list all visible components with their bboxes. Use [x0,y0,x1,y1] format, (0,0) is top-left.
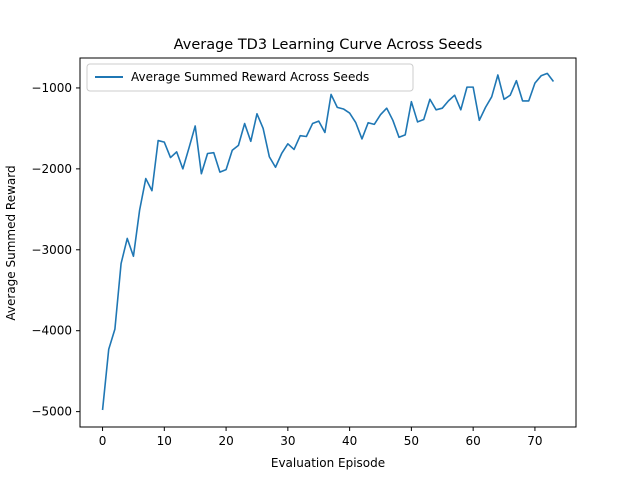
series-line [101,72,555,411]
x-tick-label: 60 [466,434,481,448]
x-tick-label: 10 [157,434,172,448]
x-tick-label: 70 [527,434,542,448]
y-tick-label: −2000 [31,162,72,176]
x-tick-label: 40 [342,434,357,448]
series-layer [101,72,555,411]
y-tick-label: −3000 [31,243,72,257]
plot-frame [79,57,577,428]
y-axis: −5000 −4000 −3000 −2000 −1000 [31,81,80,419]
y-tick-label: −5000 [31,405,72,419]
y-tick-label: −1000 [31,81,72,95]
chart-title: Average TD3 Learning Curve Across Seeds [174,37,483,53]
x-tick-label: 50 [404,434,419,448]
y-axis-label: Average Summed Reward [4,165,18,320]
x-tick-label: 0 [99,434,107,448]
x-tick-label: 30 [280,434,295,448]
legend-box [86,63,414,92]
x-axis: 0 10 20 30 40 50 60 70 [99,427,543,448]
plot-area [79,57,577,428]
legend: Average Summed Reward Across Seeds [86,63,414,92]
x-tick-label: 20 [218,434,233,448]
x-axis-label: Evaluation Episode [271,456,385,470]
y-tick-label: −4000 [31,324,72,338]
legend-entry-label: Average Summed Reward Across Seeds [131,70,369,84]
